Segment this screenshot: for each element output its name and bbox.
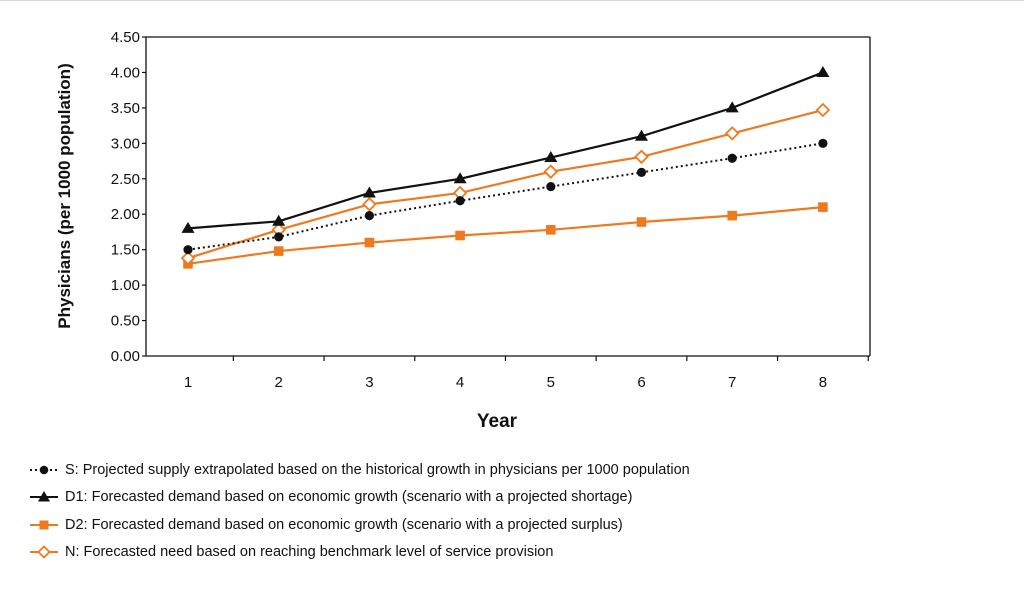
y-tick-label: 2.50 xyxy=(111,171,140,188)
data-point-d1 xyxy=(816,65,830,77)
data-point-d1 xyxy=(544,151,558,163)
data-point-n xyxy=(180,250,196,266)
legend-item-n: N: Forecasted need based on reaching ben… xyxy=(28,539,928,567)
data-point-d2 xyxy=(273,246,284,256)
data-point-d1 xyxy=(181,221,195,233)
legend-marker-d2 xyxy=(30,520,58,530)
data-point-d2 xyxy=(818,202,828,212)
series-line-s xyxy=(187,142,824,251)
chart-axes xyxy=(145,36,871,357)
series-line-n xyxy=(187,108,824,260)
x-tick-label: 7 xyxy=(728,374,736,391)
legend-item-d2: D2: Forecasted demand based on economic … xyxy=(28,511,928,539)
data-point-n xyxy=(543,164,559,179)
y-axis-label: Physicians (per 1000 population) xyxy=(55,63,74,328)
data-point-n xyxy=(815,102,831,118)
legend-marker-d1 xyxy=(30,491,58,502)
x-axis-label: Year xyxy=(477,411,518,432)
data-point-s xyxy=(183,245,193,255)
y-tick-label: 4.00 xyxy=(111,64,140,81)
legend-label-d2: D2: Forecasted demand based on economic … xyxy=(65,516,623,533)
x-tick-label: 6 xyxy=(637,374,645,391)
data-point-n xyxy=(362,197,377,212)
y-tick-label: 1.50 xyxy=(111,242,140,259)
y-tick-label: 3.50 xyxy=(111,100,140,117)
x-tick-label: 8 xyxy=(819,374,827,391)
x-tick-label: 1 xyxy=(184,374,192,391)
legend-label-n: N: Forecasted need based on reaching ben… xyxy=(65,544,554,561)
data-point-d2 xyxy=(636,217,647,227)
top-divider xyxy=(0,0,1024,1)
data-point-s xyxy=(274,232,284,242)
data-point-d1 xyxy=(635,129,648,141)
data-point-d2 xyxy=(546,225,556,235)
y-tick-label: 4.50 xyxy=(111,29,140,46)
y-tick-label: 2.00 xyxy=(111,206,140,223)
legend-label-s: S: Projected supply extrapolated based o… xyxy=(65,461,690,478)
data-point-n xyxy=(634,149,649,165)
data-point-s xyxy=(727,153,737,163)
x-tick-label: 3 xyxy=(365,374,373,391)
y-tick-label: 0.00 xyxy=(111,348,140,365)
series-n xyxy=(180,102,831,266)
data-point-d1 xyxy=(272,214,286,226)
data-point-s xyxy=(818,138,828,148)
data-point-n xyxy=(724,126,740,141)
data-point-s xyxy=(636,167,647,177)
legend-item-d1: D1: Forecasted demand based on economic … xyxy=(28,484,928,512)
data-point-d1 xyxy=(725,101,739,113)
y-tick-label: 1.00 xyxy=(111,277,140,294)
y-tick-label: 3.00 xyxy=(111,135,140,152)
x-tick-label: 5 xyxy=(547,374,555,391)
x-tick-label: 2 xyxy=(275,374,283,391)
legend-marker-s xyxy=(30,465,58,475)
chart-legend: S: Projected supply extrapolated based o… xyxy=(28,456,928,566)
data-point-s xyxy=(364,211,374,221)
legend-marker-n xyxy=(30,545,58,560)
series-line-d2 xyxy=(187,206,824,265)
data-point-d1 xyxy=(453,172,467,184)
chart-ticks: 0.00 0.50 1.00 1.50 2.00 2.50 3.00 3.50 4.00 4.50… xyxy=(111,29,869,391)
series-s xyxy=(183,138,828,255)
y-tick-label: 0.50 xyxy=(111,313,140,330)
data-point-d1 xyxy=(362,186,376,198)
data-point-d2 xyxy=(455,230,465,241)
data-point-s xyxy=(546,181,556,192)
series-line-d1 xyxy=(187,71,824,230)
x-tick-label: 4 xyxy=(456,374,464,391)
legend-label-d1: D1: Forecasted demand based on economic … xyxy=(65,489,633,506)
data-point-d2 xyxy=(364,237,375,248)
data-point-s xyxy=(455,196,465,206)
series-d1 xyxy=(181,65,830,233)
data-point-d2 xyxy=(727,210,737,221)
chart-series xyxy=(180,65,831,269)
legend-item-s: S: Projected supply extrapolated based o… xyxy=(28,456,928,484)
